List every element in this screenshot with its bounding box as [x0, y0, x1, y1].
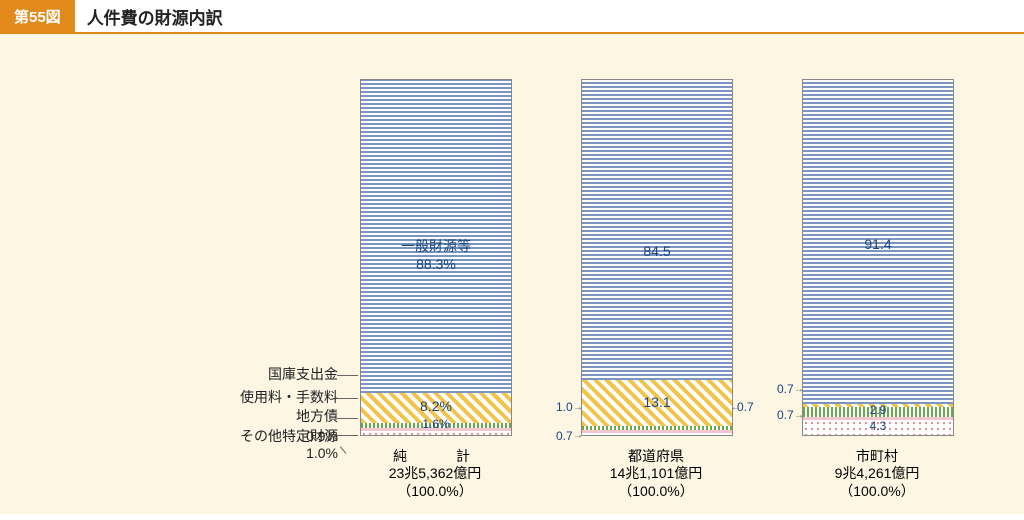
figure-header: 第55図 人件費の財源内訳 — [0, 0, 1024, 32]
figure-number-badge: 第55図 — [0, 0, 75, 33]
seg-fees-label: 2.9 — [803, 403, 953, 417]
val-bonds-muni: 0.7 — [777, 408, 794, 422]
arrow-icon: → — [573, 430, 583, 441]
bar-pref: 84.5 13.1 — [581, 79, 733, 436]
seg-fees-label: 1.6% — [361, 417, 511, 431]
val-other-pref: 0.7 — [556, 429, 573, 443]
bar-muni-caption: 市町村 9兆4,261億円 （100.0%） — [782, 448, 972, 501]
figure-title: 人件費の財源内訳 — [87, 4, 223, 29]
val-national-muni: 0.7 — [777, 382, 794, 396]
leader — [337, 398, 358, 399]
seg-other — [582, 433, 732, 435]
bar-total: 一般財源等88.3% 8.2% 1.6% — [360, 79, 512, 436]
leader — [337, 435, 358, 436]
bar-total-caption: 純 計 23兆5,362億円 （100.0%） — [340, 448, 530, 501]
seg-other-label: 4.3 — [803, 419, 953, 433]
legend-fees: 使用料・手数料 — [198, 387, 338, 407]
seg-national-label: 8.2% — [361, 398, 511, 414]
bar-pref-caption: 都道府県 14兆1,101億円 （100.0%） — [561, 448, 751, 501]
seg-other — [361, 431, 511, 435]
seg-general-label: 91.4 — [803, 236, 953, 252]
seg-general — [582, 80, 732, 380]
legend-national: 国庫支出金 — [198, 364, 338, 384]
arrow-icon: ← — [730, 402, 740, 413]
bar-muni: 91.4 2.9 4.3 — [802, 79, 954, 436]
seg-general-label: 84.5 — [582, 243, 732, 259]
seg-national-label: 13.1 — [582, 394, 732, 410]
leader — [337, 375, 358, 376]
seg-general-label: 一般財源等88.3% — [361, 236, 511, 272]
seg-fees — [582, 426, 732, 430]
seg-bonds — [582, 430, 732, 432]
figure-55: 第55図 人件費の財源内訳 国庫支出金 使用料・手数料 地方債 その他特定財源 … — [0, 0, 1024, 520]
val-fees-pref: 1.0 — [556, 400, 573, 414]
arrow-icon: → — [794, 410, 804, 421]
chart-area: 国庫支出金 使用料・手数料 地方債 その他特定財源 1.0% 0.9% 一般財源… — [0, 34, 1024, 514]
arrow-icon: → — [794, 384, 804, 395]
leader — [337, 418, 358, 419]
legend-bonds: 地方債 — [253, 406, 338, 426]
arrow-icon: → — [573, 402, 583, 413]
legend-bonds-val: 0.9% — [281, 428, 338, 444]
